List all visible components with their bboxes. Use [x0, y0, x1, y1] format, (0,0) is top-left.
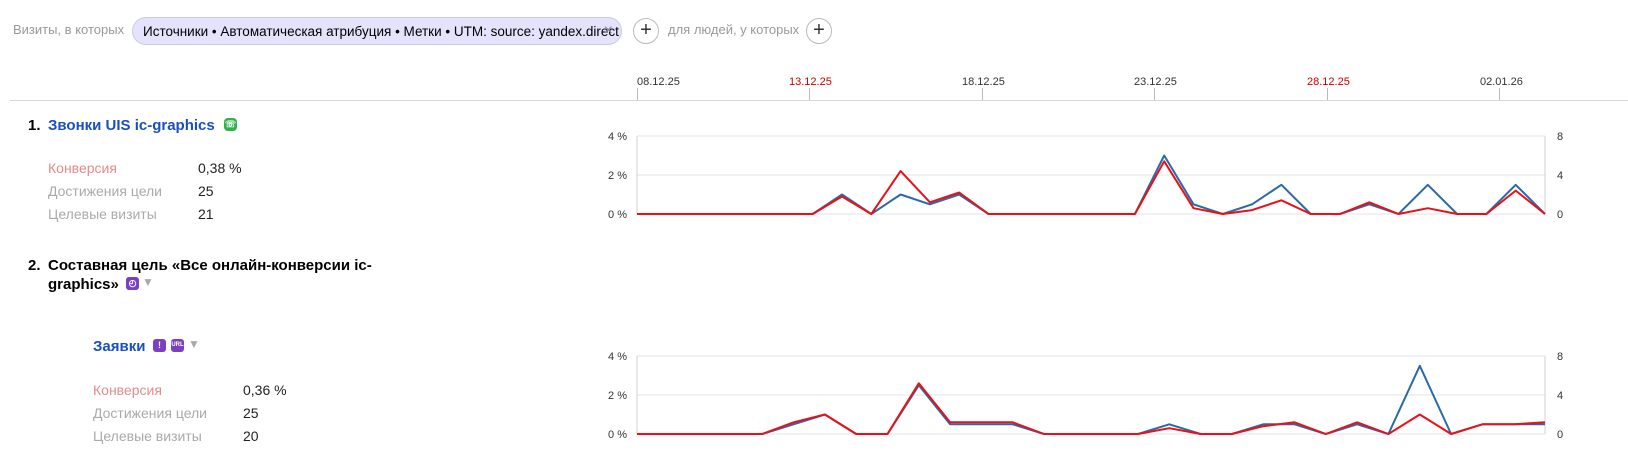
metric-value: 25	[198, 183, 214, 199]
timeline-date: 08.12.25	[637, 76, 680, 88]
filter-icon: ▼	[142, 275, 154, 289]
composite-goal-icon: ◴	[126, 277, 139, 290]
filter-icon: ▼	[188, 337, 200, 351]
date-timeline: 08.12.25 13.12.25 18.12.25 23.12.25 28.1…	[0, 68, 1628, 102]
goal-title-line2: graphics»	[48, 276, 119, 293]
timeline-tick	[982, 88, 983, 100]
y-right-tick-label: 8	[1557, 351, 1563, 363]
timeline-date: 13.12.25	[789, 76, 832, 88]
metric-value: 0,36 %	[243, 382, 287, 398]
timeline-date: 02.01.26	[1480, 76, 1523, 88]
subgoal-title-link[interactable]: Заявки	[93, 338, 146, 355]
y-left-tick-label: 4 %	[608, 351, 627, 363]
y-right-tick-label: 4	[1557, 390, 1563, 402]
timeline-date: 18.12.25	[962, 76, 1005, 88]
alert-icon: !	[153, 339, 166, 352]
goal-number: 1.	[28, 117, 41, 134]
add-people-condition-button[interactable]: +	[806, 18, 832, 44]
phone-icon: ☏	[224, 118, 237, 131]
metric-label: Достижения цели	[48, 183, 163, 199]
timeline-date: 23.12.25	[1134, 76, 1177, 88]
goal-title-link[interactable]: Звонки UIS ic-graphics	[48, 117, 215, 134]
conversion-series-line	[637, 160, 1546, 215]
timeline-tick	[637, 88, 638, 100]
metric-label: Конверсия	[93, 382, 162, 398]
source-filter-chip-text: Источники • Автоматическая атрибуция • М…	[143, 23, 619, 39]
y-right-tick-label: 4	[1557, 170, 1563, 182]
metric-value: 0,38 %	[198, 160, 242, 176]
y-right-tick-label: 0	[1557, 209, 1563, 221]
goal-title: Составная цель «Все онлайн-конверсии ic-	[48, 257, 372, 274]
add-visit-condition-button[interactable]: +	[633, 18, 659, 44]
y-left-tick-label: 4 %	[608, 131, 627, 143]
timeline-tick	[809, 88, 810, 100]
timeline-divider	[10, 100, 1628, 101]
metric-label: Достижения цели	[93, 405, 208, 421]
visits-series-line	[637, 364, 1545, 435]
metric-value: 20	[243, 428, 259, 444]
source-filter-chip[interactable]: Источники • Автоматическая атрибуция • М…	[132, 17, 622, 45]
visits-series-line	[637, 154, 1546, 215]
metric-value: 25	[243, 405, 259, 421]
y-left-tick-label: 2 %	[608, 390, 627, 402]
visits-filter-label: Визиты, в которых	[13, 22, 125, 37]
timeline-tick	[1499, 88, 1500, 100]
segment-filter-bar: Визиты, в которых Источники • Автоматиче…	[0, 0, 1628, 60]
people-filter-label: для людей, у которых	[668, 22, 800, 37]
y-left-tick-label: 2 %	[608, 170, 627, 182]
metric-label: Целевые визиты	[48, 206, 157, 222]
plus-icon: +	[640, 19, 652, 41]
timeline-tick	[1154, 88, 1155, 100]
metric-label: Конверсия	[48, 160, 117, 176]
y-right-tick-label: 8	[1557, 131, 1563, 143]
y-right-tick-label: 0	[1557, 429, 1563, 441]
y-left-tick-label: 0 %	[608, 429, 627, 441]
goal-1-chart: 0 % 2 % 4 % 0 4 8	[608, 131, 1563, 221]
goal-number: 2.	[28, 257, 41, 274]
plus-icon: +	[813, 19, 825, 41]
y-left-tick-label: 0 %	[608, 209, 627, 221]
close-icon[interactable]: ×	[603, 22, 613, 39]
conversion-series-line	[637, 382, 1546, 435]
metric-value: 21	[198, 206, 214, 222]
timeline-date: 28.12.25	[1307, 76, 1350, 88]
timeline-tick	[1327, 88, 1328, 100]
url-icon: URL	[171, 339, 184, 352]
metric-label: Целевые визиты	[93, 428, 202, 444]
subgoal-chart: 0 % 2 % 4 % 0 4 8	[608, 351, 1563, 441]
